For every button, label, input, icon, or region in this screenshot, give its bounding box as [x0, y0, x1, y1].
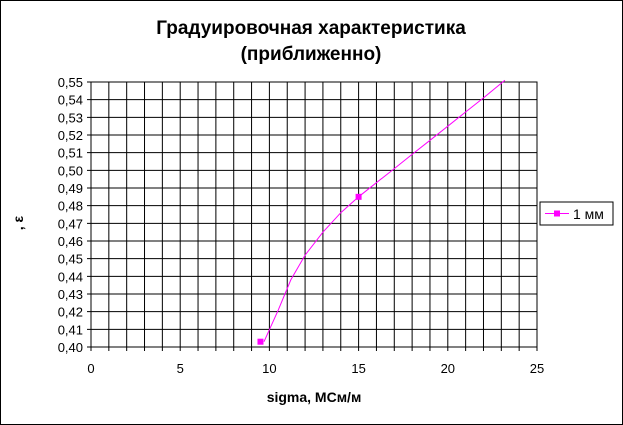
- y-tick-label: 0,45: [58, 252, 83, 267]
- y-axis-tick-labels: 0,40 0,41 0,42 0,43 0,44 0,45 0,46 0,47 0,48 0,49…: [58, 75, 83, 355]
- x-tick-label: 25: [530, 361, 544, 376]
- x-tick-label: 5: [177, 361, 184, 376]
- y-tick-label: 0,51: [58, 146, 83, 161]
- series-layer: [257, 79, 506, 345]
- x-tick-label: 15: [351, 361, 365, 376]
- y-tick-label: 0,42: [58, 305, 83, 320]
- series-line: [263, 79, 506, 342]
- data-point: [355, 193, 362, 200]
- y-tick-label: 0,47: [58, 216, 83, 231]
- legend-marker: [554, 210, 560, 217]
- y-tick-label: 0,41: [58, 322, 83, 337]
- y-tick-label: 0,50: [58, 163, 83, 178]
- y-axis-title: , ε: [10, 215, 26, 230]
- y-tick-label: 0,43: [58, 287, 83, 302]
- chart-title-line1: Градуировочная характеристика: [156, 18, 466, 39]
- y-tick-label: 0,48: [58, 199, 83, 214]
- legend: 1 мм: [539, 201, 614, 226]
- y-tick-label: 0,40: [58, 340, 83, 355]
- x-tick-label: 0: [87, 361, 94, 376]
- y-tick-label: 0,53: [58, 110, 83, 125]
- plot-area: [90, 81, 538, 348]
- chart-title-line2: (приближенно): [241, 44, 382, 65]
- legend-box: [539, 201, 614, 226]
- y-tick-label: 0,44: [58, 269, 83, 284]
- x-axis-tick-labels: 0 5 10 15 20 25: [87, 361, 544, 376]
- x-tick-label: 10: [262, 361, 276, 376]
- y-tick-label: 0,49: [58, 181, 83, 196]
- y-tick-label: 0,54: [58, 93, 83, 108]
- x-tick-label: 20: [441, 361, 455, 376]
- y-tick-label: 0,52: [58, 128, 83, 143]
- data-point: [257, 338, 264, 345]
- grid-lines: [87, 81, 538, 351]
- x-axis-title: sigma, МСм/м: [267, 389, 362, 405]
- y-tick-label: 0,46: [58, 234, 83, 249]
- legend-label: 1 мм: [573, 206, 604, 222]
- y-tick-label: 0,55: [58, 75, 83, 90]
